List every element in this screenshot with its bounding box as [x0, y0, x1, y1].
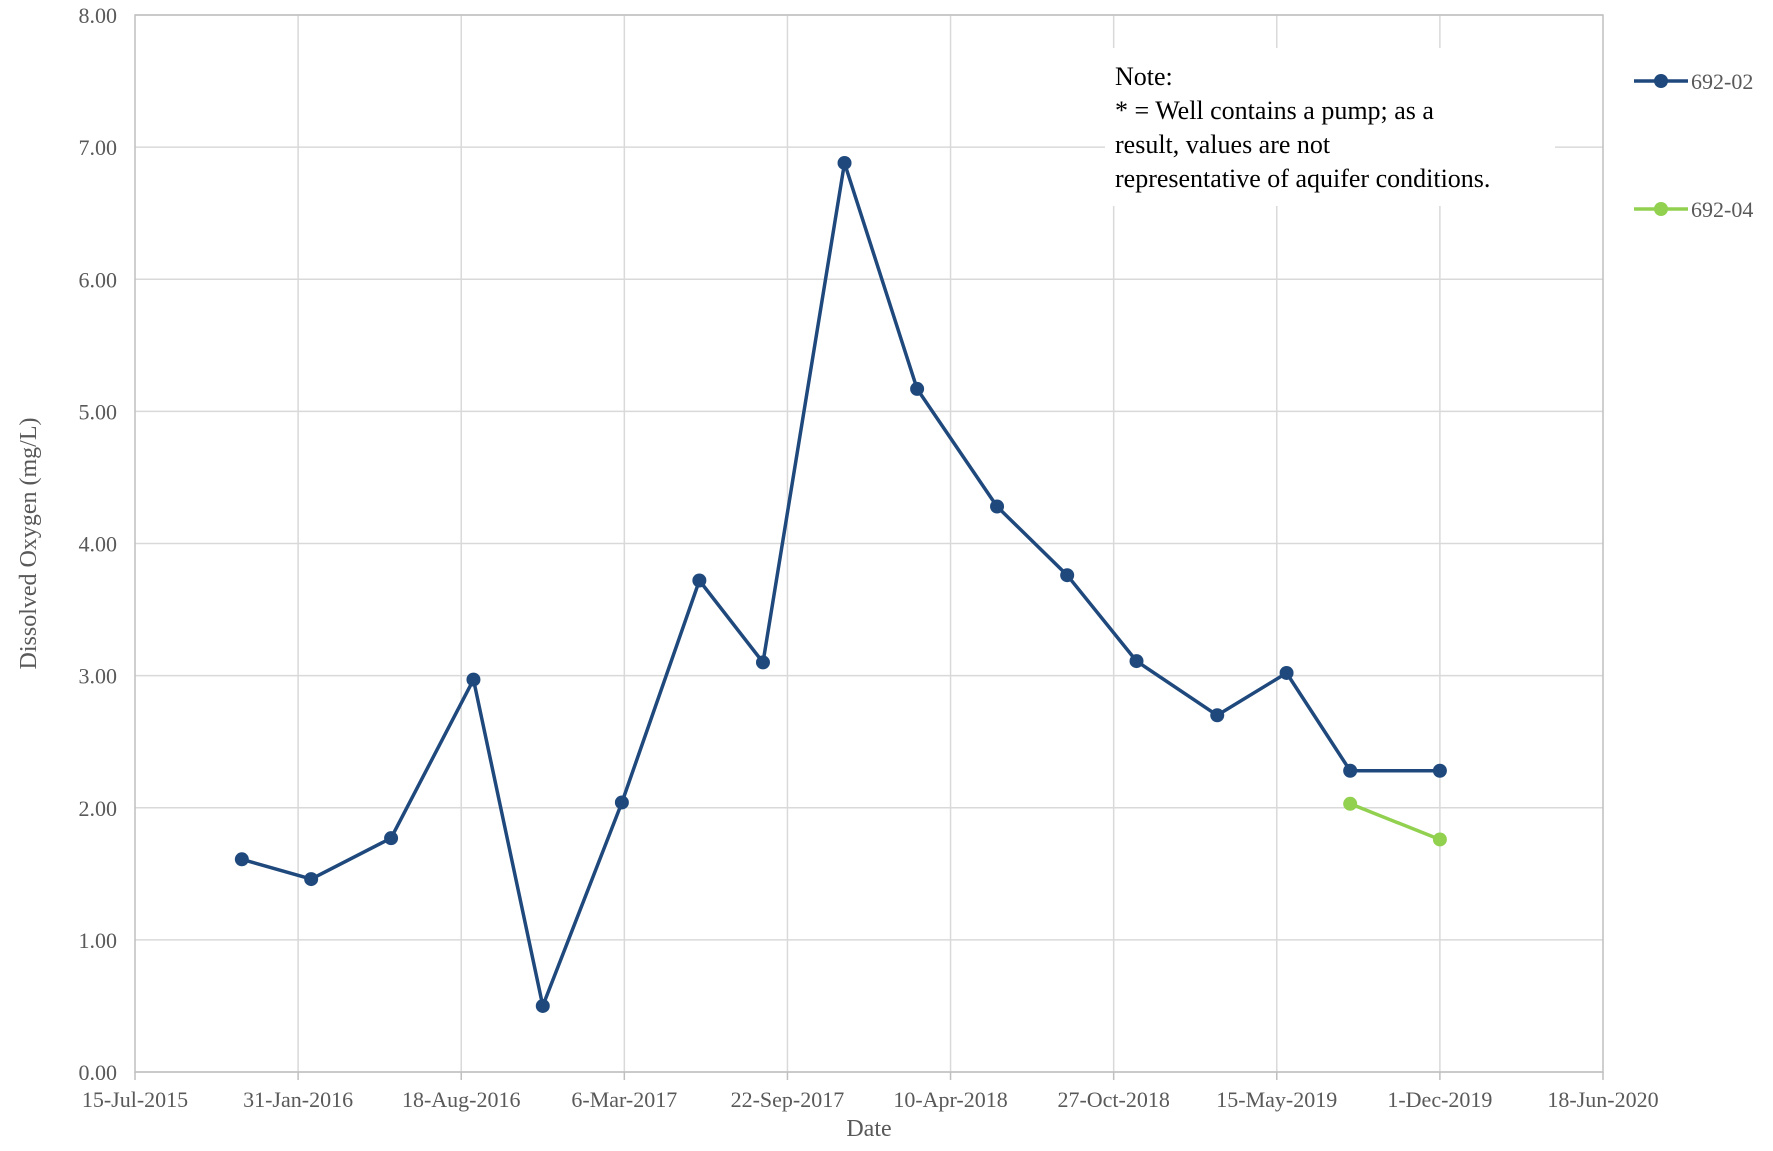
data-point	[1279, 665, 1294, 680]
y-tick-label: 0.00	[79, 1060, 118, 1085]
legend-label: 692-04	[1691, 197, 1753, 222]
x-tick-label: 18-Jun-2020	[1547, 1087, 1658, 1112]
data-point	[755, 655, 770, 670]
series-692-04	[1343, 796, 1447, 847]
y-tick-label: 1.00	[79, 928, 118, 953]
y-tick-label: 5.00	[79, 399, 118, 424]
data-point	[1129, 654, 1144, 669]
note-line: result, values are not	[1115, 130, 1331, 159]
data-point	[234, 852, 249, 867]
legend-item: 692-02	[1634, 69, 1753, 94]
x-tick-label: 18-Aug-2016	[402, 1087, 521, 1112]
data-point	[304, 872, 319, 887]
note-line: * = Well contains a pump; as a	[1115, 96, 1434, 125]
x-tick-label: 31-Jan-2016	[243, 1087, 353, 1112]
legend-item: 692-04	[1634, 197, 1753, 222]
y-tick-label: 8.00	[79, 3, 118, 28]
data-point	[614, 795, 629, 810]
legend-swatch-marker	[1654, 202, 1668, 216]
data-point	[535, 998, 550, 1013]
data-point	[384, 831, 399, 846]
x-tick-label: 10-Apr-2018	[893, 1087, 1007, 1112]
x-tick-label: 15-Jul-2015	[82, 1087, 188, 1112]
x-tick-label: 27-Oct-2018	[1057, 1087, 1169, 1112]
y-tick-label: 4.00	[79, 532, 118, 557]
data-point	[1432, 763, 1447, 778]
y-axis-title: Dissolved Oxygen (mg/L)	[16, 418, 42, 670]
legend-swatch-marker	[1654, 74, 1668, 88]
y-tick-label: 2.00	[79, 796, 118, 821]
x-tick-label: 15-May-2019	[1216, 1087, 1337, 1112]
note-line: representative of aquifer conditions.	[1115, 164, 1490, 193]
plot-area	[134, 14, 1604, 1073]
data-point	[837, 155, 852, 170]
series	[234, 155, 1447, 1013]
data-point	[1060, 568, 1075, 583]
note-line: Note:	[1115, 62, 1173, 91]
note-background	[1105, 48, 1555, 206]
y-tick-labels: 0.00 1.00 2.00 3.00 4.00 5.00 6.00 7.00 8.00	[79, 3, 118, 1085]
x-tick-label: 6-Mar-2017	[571, 1087, 677, 1112]
data-point	[1432, 832, 1447, 847]
data-point	[910, 381, 925, 396]
legend: 692-02 692-04	[1634, 69, 1753, 222]
x-tick-labels: 15-Jul-2015 31-Jan-2016 18-Aug-2016 6-Mar-2…	[82, 1087, 1659, 1112]
series-line	[241, 161, 1440, 1008]
y-tick-label: 6.00	[79, 267, 118, 292]
x-tick-label: 22-Sep-2017	[731, 1087, 845, 1112]
data-point	[1343, 763, 1358, 778]
x-tick-label: 1-Dec-2019	[1387, 1087, 1492, 1112]
data-point	[692, 573, 707, 588]
note-box: Note: * = Well contains a pump; as a res…	[1105, 48, 1555, 206]
series-line	[1349, 802, 1441, 842]
data-point	[990, 499, 1005, 514]
data-point	[1210, 708, 1225, 723]
x-axis-title: Date	[846, 1116, 891, 1142]
legend-label: 692-02	[1691, 69, 1753, 94]
data-point	[466, 672, 481, 687]
y-tick-label: 7.00	[79, 135, 118, 160]
data-point	[1343, 796, 1358, 811]
y-tick-label: 3.00	[79, 664, 118, 689]
series-692-02	[234, 155, 1447, 1013]
grid	[134, 14, 1604, 1080]
